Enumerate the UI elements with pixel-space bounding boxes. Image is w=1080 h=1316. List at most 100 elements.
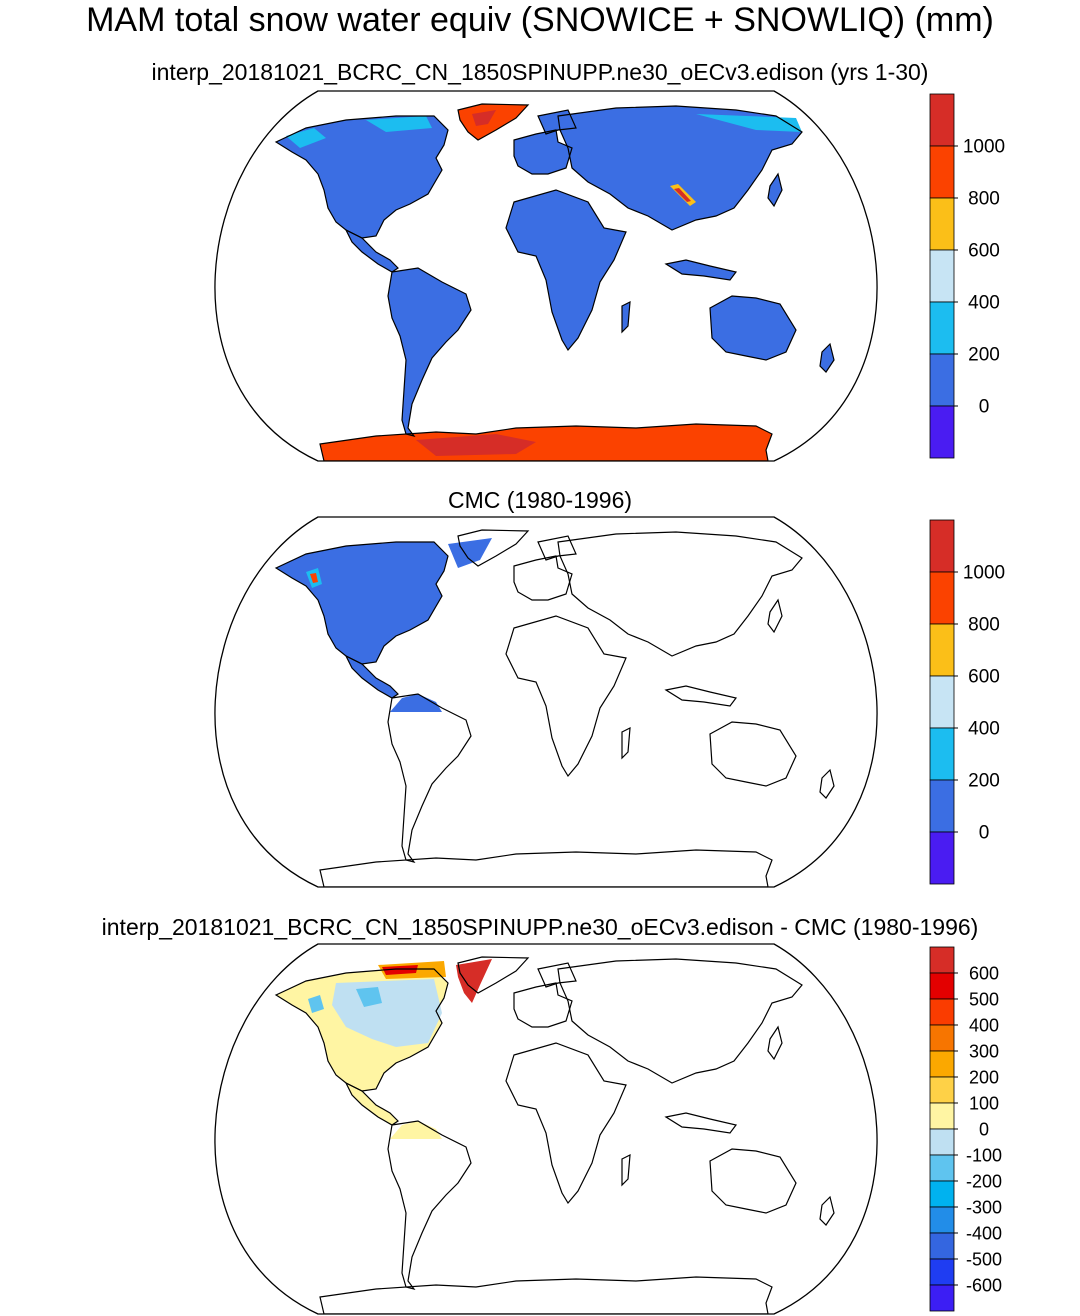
coastlines <box>274 529 835 887</box>
colorbar-tick-label: -400 <box>966 1223 1002 1243</box>
southAmerica-coastline <box>387 267 472 437</box>
greenland-coastline <box>457 956 530 994</box>
colorbar-box <box>929 998 955 1026</box>
asia-coastline <box>557 105 803 231</box>
panel-2-title: CMC (1980-1996) <box>447 487 633 513</box>
colorbar-box <box>929 946 955 974</box>
colorbar-tick-label: 800 <box>968 615 1000 636</box>
northAmerica-coastline <box>274 115 449 239</box>
panel-3-colorbar: -600 -500 -400 -300 -200 -100 0 100 200 300 400 500… <box>929 946 1002 1312</box>
colorbar-tick-label: 200 <box>968 771 1000 792</box>
northAmerica-coastline <box>274 541 449 665</box>
panel-3-map <box>214 943 878 1315</box>
asia-coastline <box>557 531 803 657</box>
scandinavia-coastline <box>537 535 577 561</box>
canada-low-diff <box>356 987 382 1007</box>
colorbar-tick-label: 400 <box>968 719 1000 740</box>
colorbar-box <box>929 1102 955 1130</box>
scandinavia-coastline <box>537 962 577 988</box>
centralAmerica-coastline <box>344 654 399 699</box>
japan-coastline <box>767 1025 783 1061</box>
indonesia-coastline <box>664 685 738 707</box>
colorbar-tick-label: -300 <box>966 1197 1002 1217</box>
alaska-snow <box>286 128 326 148</box>
colorbar-box <box>929 1154 955 1182</box>
centralAmerica-diff <box>346 1083 398 1125</box>
colorbar-box <box>929 1128 955 1156</box>
centralAmerica-snow <box>346 656 398 698</box>
colorbar-box <box>929 145 955 199</box>
australia-coastline <box>709 295 797 361</box>
scandinavia-coastline <box>537 109 577 135</box>
arctic-canada-snow <box>366 116 432 132</box>
nSouthAm-diff <box>390 1121 442 1139</box>
antarctica-coastline <box>319 1276 773 1314</box>
africa-coastline <box>505 189 627 352</box>
colorbar-tick-label: 0 <box>979 823 990 844</box>
madagascar-coastline <box>621 726 631 760</box>
alaska-diff <box>308 995 324 1013</box>
southAmerica-coastline <box>387 693 472 863</box>
colorbar-tick-label: 400 <box>969 1015 999 1035</box>
colorbar-box <box>929 519 955 573</box>
colorbar-box <box>929 1076 955 1104</box>
greenland-south-snow <box>448 538 492 568</box>
centralAmerica-snow <box>346 230 398 272</box>
panel-1-map <box>214 90 878 462</box>
antarctica-coastline <box>319 423 773 461</box>
madagascar-coastline <box>621 1153 631 1187</box>
colorbar-box <box>929 727 955 781</box>
greenland-coastline <box>457 103 530 141</box>
newZealand-coastline <box>819 768 835 799</box>
map-frame <box>214 90 878 462</box>
tibet-peak-snow <box>674 188 691 202</box>
panel-1-title: interp_20181021_BCRC_CN_1850SPINUPP.ne30… <box>151 59 929 85</box>
map-frame <box>214 516 878 888</box>
colorbar-tick-label: -100 <box>966 1145 1002 1165</box>
colorbar-tick-label: 500 <box>969 989 999 1009</box>
africa-snow <box>506 190 626 350</box>
panel-2-map <box>214 516 878 888</box>
coastlines <box>274 103 835 461</box>
greenland-coastline <box>457 529 530 567</box>
colorbar-tick-label: 600 <box>968 241 1000 262</box>
northAmerica-coastline <box>274 968 449 1092</box>
indonesia-snow <box>666 260 736 280</box>
colorbar-tick-label: 1000 <box>963 137 1005 158</box>
japan-coastline <box>767 172 783 208</box>
colorbar-box <box>929 1206 955 1234</box>
colorbar-tick-label: 0 <box>979 1119 989 1139</box>
colorbar-tick-label: 300 <box>969 1041 999 1061</box>
colorbar-box <box>929 93 955 147</box>
colorbar-box <box>929 779 955 833</box>
colorbar-box <box>929 405 955 459</box>
colorbar-box <box>929 197 955 251</box>
madagascar-coastline <box>621 300 631 334</box>
antarctica-snow <box>320 424 772 461</box>
antarctica-coastline <box>319 849 773 887</box>
southAmerica-coastline <box>387 1120 472 1290</box>
greenland-diff <box>456 959 492 1003</box>
indonesia-coastline <box>664 259 738 281</box>
difference-field <box>276 959 492 1139</box>
greenland-peak-snow <box>472 110 496 126</box>
colorbar-box <box>929 249 955 303</box>
centralAmerica-coastline <box>344 228 399 273</box>
colorbar-tick-label: 800 <box>968 189 1000 210</box>
colorbar-tick-label: 400 <box>968 293 1000 314</box>
coastlines <box>274 956 835 1314</box>
northAmerica-snow <box>276 116 448 238</box>
nSouthAm-snow <box>390 694 442 712</box>
colorbar-box <box>929 675 955 729</box>
europe-coastline <box>513 129 573 175</box>
snow-field <box>276 538 492 712</box>
antarctica-peak-snow <box>416 434 536 456</box>
panel-1-colorbar: 0 200 400 600 800 1000 <box>929 93 1005 459</box>
australia-coastline <box>709 721 797 787</box>
colorbar-box <box>929 972 955 1000</box>
australia-coastline <box>709 1148 797 1214</box>
colorbar-tick-label: 200 <box>969 1067 999 1087</box>
centralAmerica-coastline <box>344 1081 399 1126</box>
colorbar-box <box>929 1232 955 1260</box>
figure-title: MAM total snow water equiv (SNOWICE + SN… <box>86 1 994 39</box>
